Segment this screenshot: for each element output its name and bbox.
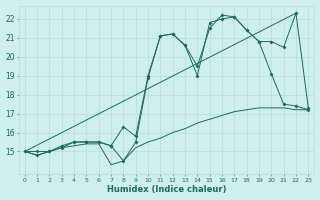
X-axis label: Humidex (Indice chaleur): Humidex (Indice chaleur): [107, 185, 226, 194]
